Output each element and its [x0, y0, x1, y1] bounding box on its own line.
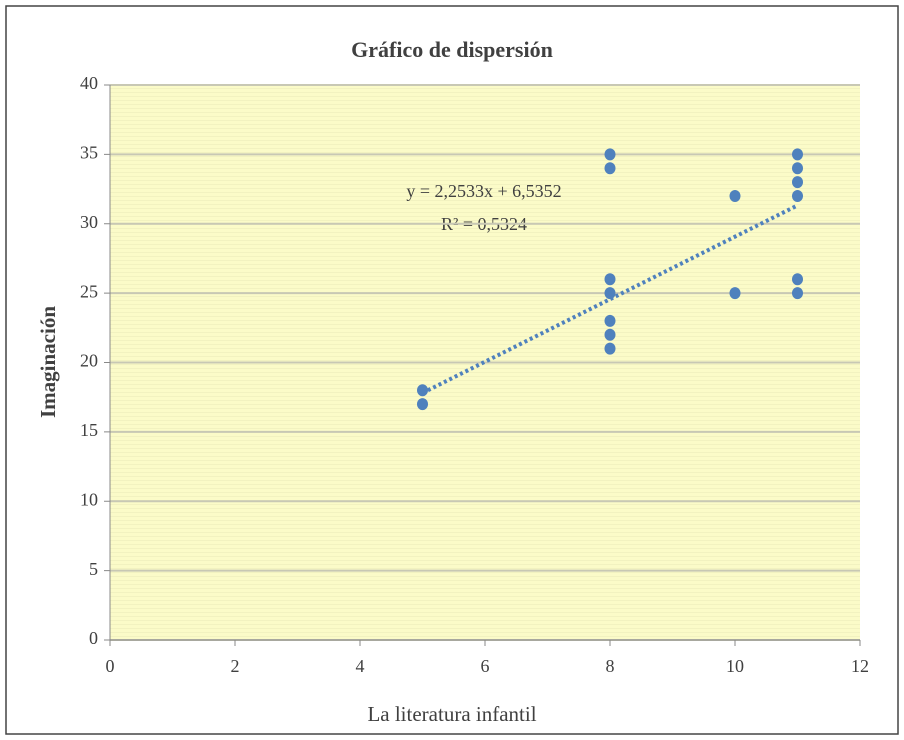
scatter-point — [604, 342, 616, 355]
scatter-point — [604, 148, 616, 161]
trendline-equation: y = 2,2533x + 6,5352 — [406, 181, 561, 201]
y-tick-label: 0 — [89, 628, 98, 648]
y-tick-label: 35 — [80, 143, 98, 163]
scatter-point — [604, 287, 616, 300]
scatter-point — [417, 398, 428, 411]
scatter-point — [417, 384, 428, 397]
y-tick-label: 15 — [80, 420, 98, 440]
scatter-point — [729, 287, 741, 300]
scatter-point — [792, 273, 803, 286]
scatter-point — [792, 162, 803, 175]
chart-title: Gráfico de dispersión — [351, 37, 553, 62]
x-tick-label: 6 — [481, 656, 490, 676]
scatter-point — [604, 328, 616, 341]
y-tick-label: 10 — [80, 489, 98, 509]
x-tick-label: 12 — [851, 656, 869, 676]
scatter-point — [792, 287, 803, 300]
x-axis-label: La literatura infantil — [367, 702, 536, 726]
x-tick-label: 10 — [726, 656, 744, 676]
scatter-point — [729, 190, 741, 202]
scatter-point — [604, 314, 616, 327]
trendline — [421, 203, 799, 395]
x-tick-label: 8 — [606, 656, 615, 676]
scatter-point — [604, 162, 616, 175]
y-tick-label: 25 — [80, 281, 98, 301]
x-tick-label: 2 — [231, 656, 240, 676]
scatter-point — [792, 190, 803, 202]
y-tick-label: 30 — [80, 212, 98, 232]
scatter-point — [792, 148, 803, 161]
scatter-point — [792, 176, 803, 189]
y-tick-label: 5 — [89, 559, 98, 579]
y-tick-label: 20 — [80, 351, 98, 371]
y-tick-label: 40 — [80, 73, 98, 93]
x-tick-label: 4 — [356, 656, 365, 676]
y-axis-label: Imaginación — [36, 306, 60, 418]
x-tick-label: 0 — [106, 656, 115, 676]
scatter-point — [604, 273, 616, 286]
